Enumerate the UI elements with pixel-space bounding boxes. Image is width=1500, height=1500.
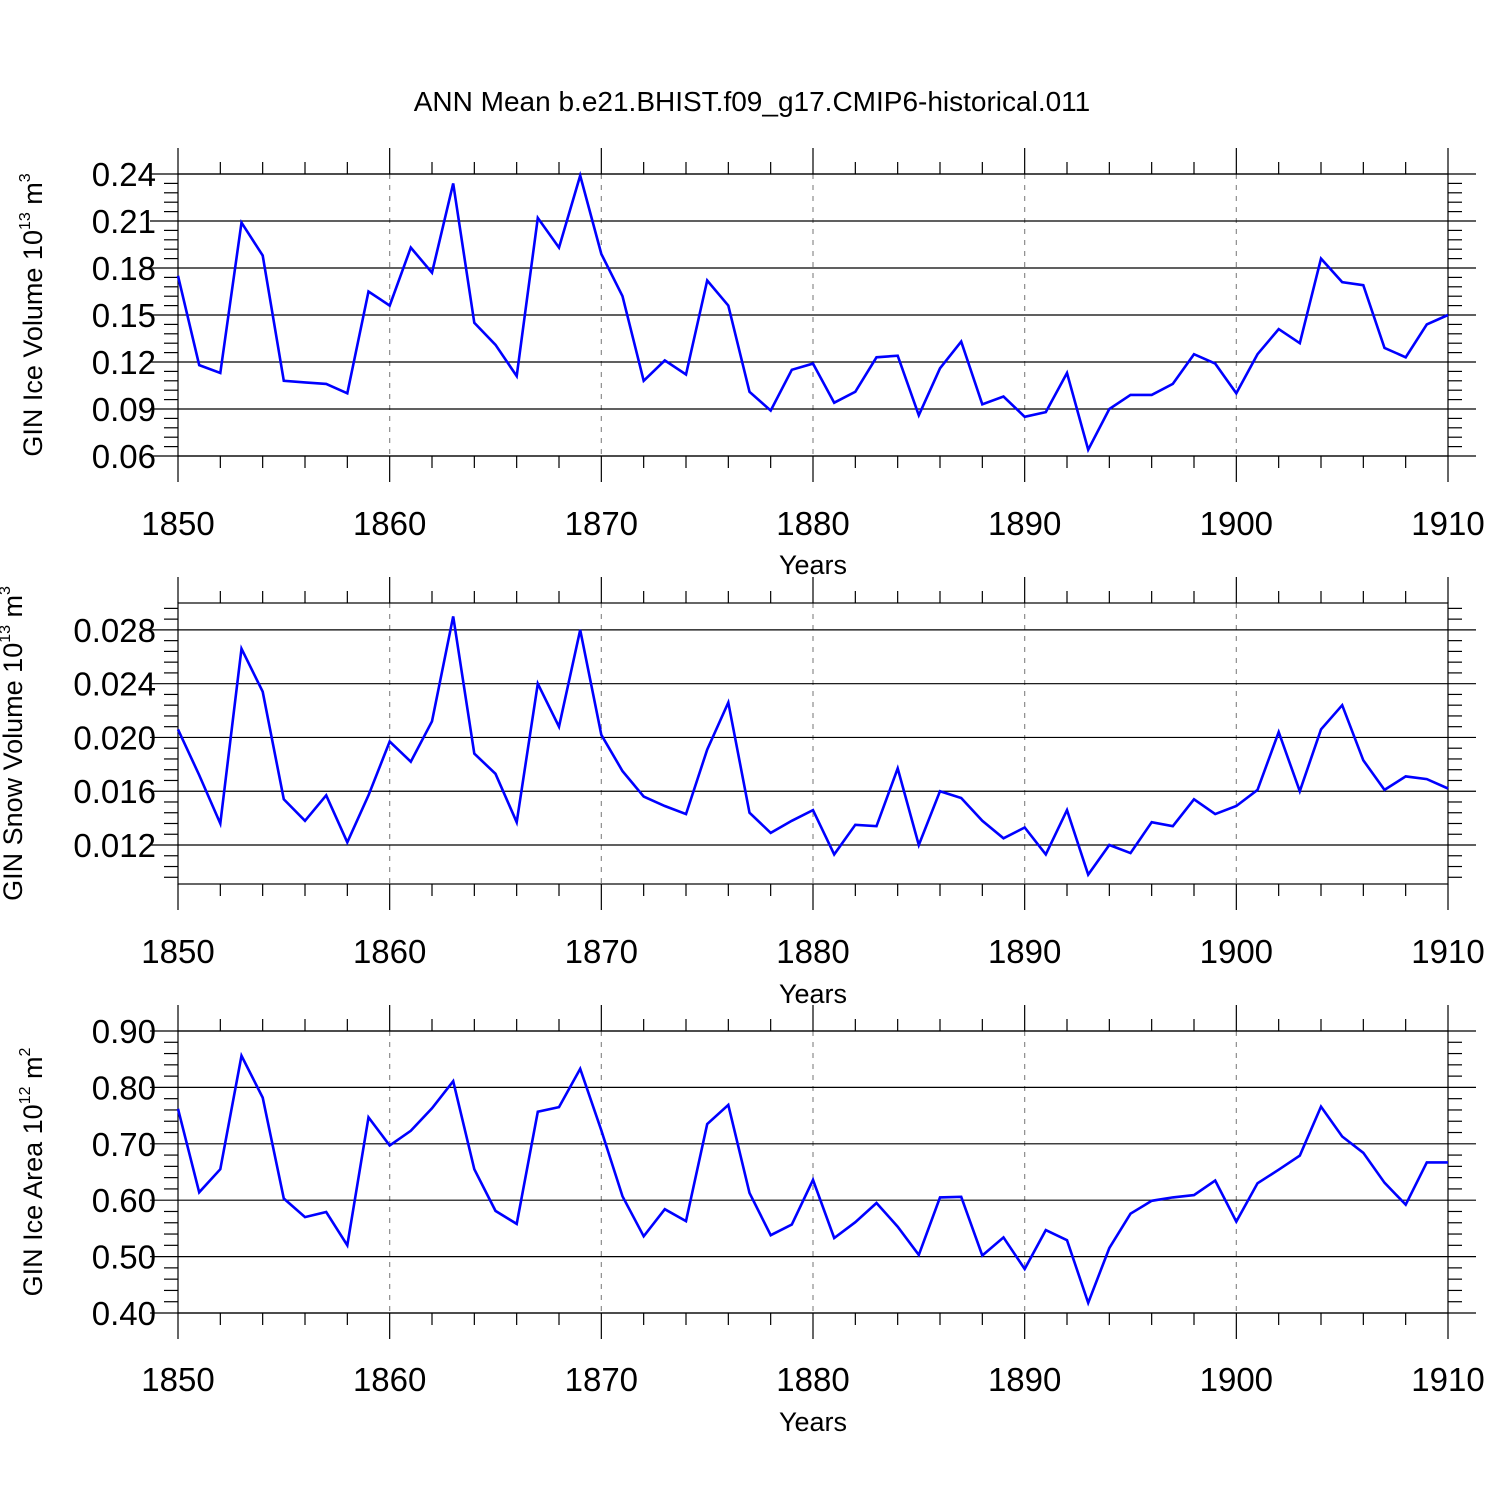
y-axis-title-exponent: 13 <box>17 212 34 230</box>
series-line <box>176 1051 1448 1307</box>
panel-2: 1850 1860 1870 1880 1890 1900 1910 Years 0.012 0.… <box>0 577 1485 1009</box>
x-tick-label: 1890 <box>988 505 1061 542</box>
y-tick-label: 0.60 <box>92 1182 156 1219</box>
x-tick-label: 1900 <box>1200 1361 1273 1398</box>
x-tick-label: 1880 <box>776 933 849 970</box>
x-tick-label: 1850 <box>141 505 214 542</box>
y-tick-label: 0.024 <box>73 666 156 703</box>
series-line <box>176 616 1449 878</box>
x-tick-label: 1880 <box>776 1361 849 1398</box>
y-axis-title-part: m <box>18 182 48 212</box>
x-tick-label: 1890 <box>988 1361 1061 1398</box>
y-axis-title-part: m <box>18 1057 48 1087</box>
y-tick-label: 0.40 <box>92 1295 156 1332</box>
x-tick-label: 1910 <box>1411 505 1484 542</box>
x-axis-title: Years <box>779 1407 847 1437</box>
y-axis-title-exponent: 3 <box>0 586 14 595</box>
y-tick-label: 0.016 <box>73 773 156 810</box>
y-tick-label: 0.50 <box>92 1239 156 1276</box>
y-axis-title: GIN Ice Area 1012 m2 <box>17 1048 48 1297</box>
y-tick-label: 0.06 <box>92 438 156 475</box>
x-tick-label: 1890 <box>988 933 1061 970</box>
y-tick-label: 0.012 <box>73 827 156 864</box>
x-tick-label: 1850 <box>141 1361 214 1398</box>
y-axis-title: GIN Ice Volume 1013 m3 <box>17 173 48 456</box>
y-axis-title: GIN Snow Volume 1013 m3 <box>0 586 28 901</box>
y-axis-title-exponent: 13 <box>0 625 14 643</box>
y-tick-label: 0.09 <box>92 391 156 428</box>
x-axis-title: Years <box>779 979 847 1009</box>
y-tick-label: 0.18 <box>92 250 156 287</box>
x-tick-label: 1860 <box>353 933 426 970</box>
y-tick-label: 0.24 <box>92 156 156 193</box>
x-tick-label: 1900 <box>1200 505 1273 542</box>
y-tick-label: 0.90 <box>92 1013 156 1050</box>
y-axis-title-exponent: 12 <box>17 1086 34 1104</box>
figure-title: ANN Mean b.e21.BHIST.f09_g17.CMIP6-histo… <box>414 86 1090 117</box>
y-axis-title-part: m <box>0 595 28 625</box>
y-tick-label: 0.15 <box>92 297 156 334</box>
x-tick-label: 1860 <box>353 505 426 542</box>
x-tick-label: 1900 <box>1200 933 1273 970</box>
y-tick-label: 0.020 <box>73 719 156 756</box>
y-tick-label: 0.70 <box>92 1126 156 1163</box>
series-line <box>176 170 1449 454</box>
x-tick-label: 1880 <box>776 505 849 542</box>
x-tick-label: 1910 <box>1411 1361 1484 1398</box>
y-tick-label: 0.028 <box>73 612 156 649</box>
y-axis-title-part: GIN Snow Volume 10 <box>0 643 28 901</box>
y-tick-label: 0.21 <box>92 203 156 240</box>
x-tick-label: 1870 <box>565 505 638 542</box>
x-tick-label: 1910 <box>1411 933 1484 970</box>
y-axis-title-exponent: 2 <box>17 1048 34 1057</box>
panel-3: 1850 1860 1870 1880 1890 1900 1910 Years 0.40 0.5… <box>17 1005 1485 1437</box>
y-axis-title-part: GIN Ice Area 10 <box>18 1104 48 1296</box>
x-tick-label: 1870 <box>565 933 638 970</box>
y-tick-label: 0.80 <box>92 1069 156 1106</box>
y-axis-title-exponent: 3 <box>17 173 34 182</box>
x-tick-label: 1850 <box>141 933 214 970</box>
y-axis-title-part: GIN Ice Volume 10 <box>18 230 48 457</box>
x-tick-label: 1860 <box>353 1361 426 1398</box>
panel-1: 1850 1860 1870 1880 1890 1900 1910 Years 0.06 0.0… <box>17 148 1485 580</box>
y-tick-label: 0.12 <box>92 344 156 381</box>
x-axis-title: Years <box>779 550 847 580</box>
x-tick-label: 1870 <box>565 1361 638 1398</box>
